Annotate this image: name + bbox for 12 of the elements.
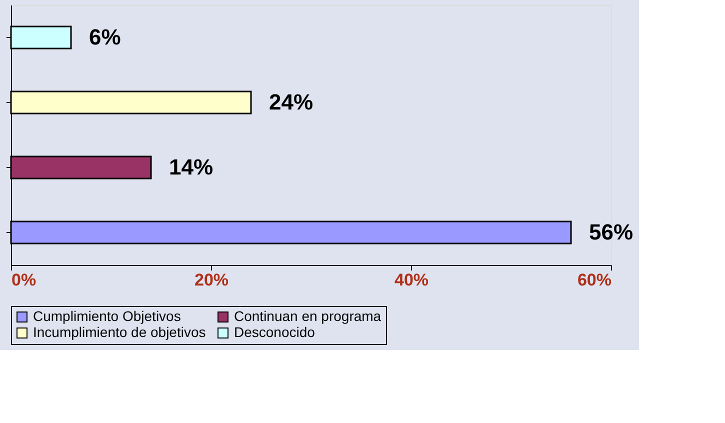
- data-label: 6%: [89, 24, 121, 50]
- legend-label: Desconocido: [234, 324, 316, 340]
- legend-label: Incumplimiento de objetivos: [33, 324, 206, 340]
- legend-label: Continuan en programa: [234, 308, 382, 324]
- x-tick-label: 20%: [194, 270, 229, 290]
- legend-label: Cumplimiento Objetivos: [33, 308, 181, 324]
- x-tick-label: 40%: [394, 270, 429, 290]
- data-label: 56%: [589, 220, 634, 244]
- data-label: 24%: [269, 90, 314, 114]
- data-label: 14%: [169, 154, 214, 180]
- x-tick-label: 60%: [577, 270, 612, 290]
- x-tick-label: 0%: [12, 270, 36, 290]
